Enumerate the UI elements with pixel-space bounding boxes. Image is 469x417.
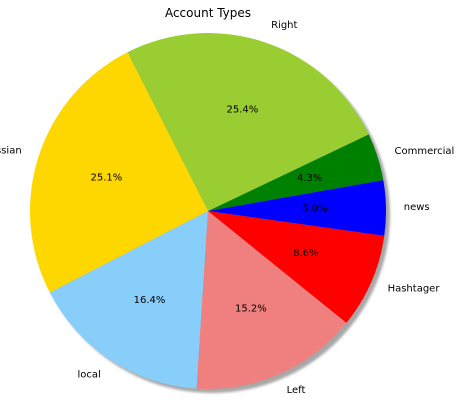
slice-russian	[29, 52, 208, 293]
slice-right	[127, 33, 369, 211]
category-label-commercial: Commercial	[394, 146, 454, 157]
pie-slices	[29, 33, 386, 389]
slice-hashtager	[208, 211, 385, 323]
percent-label-russian: 25.1%	[90, 173, 122, 184]
percent-label-commercial: 4.3%	[297, 173, 322, 184]
chart-title: Account Types	[165, 6, 251, 20]
category-label-russian: Russian	[0, 145, 22, 156]
category-label-local: local	[77, 369, 100, 380]
category-label-hashtager: Hashtager	[388, 284, 441, 295]
category-label-news: news	[404, 202, 430, 213]
percent-label-left: 15.2%	[235, 303, 267, 314]
percent-label-right: 25.4%	[227, 104, 259, 115]
category-label-right: Right	[271, 20, 297, 31]
slice-commercial	[208, 134, 384, 211]
slice-news	[208, 180, 386, 236]
percent-label-hashtager: 8.6%	[293, 248, 318, 259]
percent-label-news: 5.0%	[302, 204, 327, 215]
category-label-left: Left	[287, 385, 306, 396]
slice-local	[49, 211, 209, 389]
percent-label-local: 16.4%	[134, 295, 166, 306]
percent-labels: 4.3% 25.4% 25.1% 16.4% 15.2% 8.6% 5.0%	[90, 104, 327, 314]
slice-left	[196, 211, 347, 389]
category-labels: Commercial Right Russian local Left Hashtager…	[0, 20, 454, 396]
